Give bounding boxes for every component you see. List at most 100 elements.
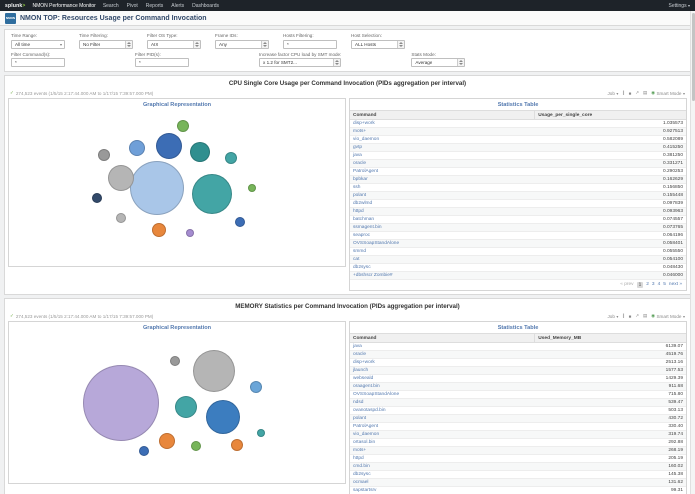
job-menu[interactable]: Job ▾	[607, 90, 619, 96]
filter-select-frame-ids[interactable]: Any	[215, 39, 269, 49]
nav-item-search[interactable]: Search	[102, 2, 119, 9]
stop-icon[interactable]: ■	[628, 90, 632, 96]
command-link[interactable]: seaproc	[353, 233, 371, 238]
scrollbar[interactable]	[690, 11, 695, 494]
command-link[interactable]: cat	[353, 257, 360, 262]
bubble[interactable]	[156, 133, 182, 159]
command-link[interactable]: cmd.bin	[353, 464, 370, 469]
column-header-command[interactable]: Command	[350, 110, 535, 120]
nav-app-name[interactable]: NMON Performance Monitor	[32, 2, 96, 9]
command-link[interactable]: PatrolAgent	[353, 424, 379, 429]
command-link[interactable]: batchman	[353, 217, 375, 222]
bubble[interactable]	[192, 174, 232, 214]
command-link[interactable]: polant	[353, 416, 367, 421]
command-link[interactable]: OVSSoapStandAlone	[353, 392, 400, 397]
share-icon[interactable]: ↗	[635, 90, 639, 95]
bubble[interactable]	[92, 193, 102, 203]
command-link[interactable]: smmd	[353, 249, 367, 254]
command-link[interactable]: ndsd	[353, 400, 364, 405]
bubble[interactable]	[177, 120, 189, 132]
command-link[interactable]: ssmagent.bin	[353, 225, 382, 230]
command-link[interactable]: ovanotaspd.bin	[353, 408, 386, 413]
bubble[interactable]	[250, 381, 262, 393]
command-link[interactable]: disp+work	[353, 360, 375, 365]
command-link[interactable]: java	[353, 344, 362, 349]
page-button-1[interactable]: 1	[636, 281, 644, 288]
command-link[interactable]: ocmael	[353, 480, 369, 485]
filter-select-stats-mode[interactable]: Average	[411, 58, 466, 67]
page-button-4[interactable]: 4	[657, 282, 661, 287]
command-link[interactable]: httpd	[353, 456, 364, 461]
next-page-button[interactable]: next »	[668, 282, 682, 287]
page-button-3[interactable]: 3	[651, 282, 655, 287]
command-link[interactable]: ssh	[353, 185, 361, 190]
nav-item-alerts[interactable]: Alerts	[171, 2, 185, 9]
filter-input-filter-command-s[interactable]: *	[11, 58, 65, 67]
command-link[interactable]: sapstartsrv	[353, 488, 377, 493]
filter-dropdown-time-range[interactable]: All time ▾	[11, 39, 65, 49]
pause-icon[interactable]: ∥	[622, 313, 625, 318]
bubble[interactable]	[190, 142, 210, 162]
command-link[interactable]: ortasol.bin	[353, 440, 376, 445]
bubble[interactable]	[170, 356, 180, 366]
bubble[interactable]	[257, 429, 265, 437]
bubble[interactable]	[83, 365, 159, 441]
filter-select-time-filtering[interactable]: No Filter	[79, 39, 133, 49]
prev-page-button[interactable]: « prev	[620, 282, 634, 287]
command-link[interactable]: bpbkar	[353, 177, 368, 182]
smart-mode-toggle[interactable]: ◉ Smart Mode ▾	[651, 90, 685, 96]
bubble[interactable]	[175, 396, 197, 418]
bubble[interactable]	[186, 229, 194, 237]
column-header-command[interactable]: Command	[350, 333, 535, 343]
command-link[interactable]: oraagent.bin	[353, 384, 380, 389]
bubble[interactable]	[108, 165, 134, 191]
command-link[interactable]: oracle	[353, 352, 367, 357]
command-link[interactable]: polant	[353, 193, 367, 198]
command-link[interactable]: db2wlmd	[353, 201, 373, 206]
bubble[interactable]	[139, 446, 149, 456]
filter-input-filter-pid-s[interactable]: *	[135, 58, 189, 67]
bubble[interactable]	[98, 149, 110, 161]
command-link[interactable]: mots+	[353, 129, 367, 134]
filter-select-filter-os-type[interactable]: AIX	[147, 39, 201, 49]
command-link[interactable]: +dbshscr Zombie#	[353, 273, 393, 278]
command-link[interactable]: db2sysc	[353, 472, 371, 477]
splunk-logo[interactable]: splunk>	[5, 2, 26, 9]
print-icon[interactable]: ▤	[642, 313, 648, 318]
command-link[interactable]: gvtp	[353, 145, 363, 150]
nav-item-dashboards[interactable]: Dashboards	[192, 2, 220, 9]
print-icon[interactable]: ▤	[642, 90, 648, 95]
bubble[interactable]	[225, 152, 237, 164]
column-header-value[interactable]: Used_Memory_MB	[534, 333, 686, 343]
column-header-value[interactable]: Usage_per_single_core	[534, 110, 686, 120]
command-link[interactable]: vio_daemon	[353, 137, 380, 142]
bubble[interactable]	[231, 439, 243, 451]
command-link[interactable]: PatrolAgent	[353, 169, 379, 174]
bubble[interactable]	[191, 441, 201, 451]
command-link[interactable]: java	[353, 153, 362, 158]
filter-select-host-selection[interactable]: ALL Hosts	[351, 39, 405, 49]
pause-icon[interactable]: ∥	[622, 90, 625, 95]
bubble[interactable]	[235, 217, 245, 227]
share-icon[interactable]: ↗	[635, 313, 639, 318]
bubble[interactable]	[130, 161, 184, 215]
bubble[interactable]	[248, 184, 256, 192]
bubble[interactable]	[193, 350, 235, 392]
command-link[interactable]: httpd	[353, 209, 364, 214]
nav-item-settings[interactable]: Settings ▾	[668, 2, 690, 9]
stop-icon[interactable]: ■	[628, 313, 632, 319]
bubble[interactable]	[116, 213, 126, 223]
command-link[interactable]: webseald	[353, 376, 374, 381]
filter-select-increase-factor-cpu-load-by-smt-mode[interactable]: x 1.2 for SMT2...	[259, 58, 342, 67]
nav-item-pivot[interactable]: Pivot	[126, 2, 138, 9]
command-link[interactable]: OVSSoapStandAlone	[353, 241, 400, 246]
command-link[interactable]: db2sysc	[353, 265, 371, 270]
bubble[interactable]	[206, 400, 240, 434]
command-link[interactable]: jlaunch	[353, 368, 369, 373]
smart-mode-toggle[interactable]: ◉ Smart Mode ▾	[651, 313, 685, 319]
command-link[interactable]: disp+work	[353, 121, 375, 126]
nav-item-reports[interactable]: Reports	[145, 2, 164, 9]
scrollbar-thumb[interactable]	[692, 13, 695, 101]
job-menu[interactable]: Job ▾	[607, 313, 619, 319]
command-link[interactable]: oracle	[353, 161, 367, 166]
